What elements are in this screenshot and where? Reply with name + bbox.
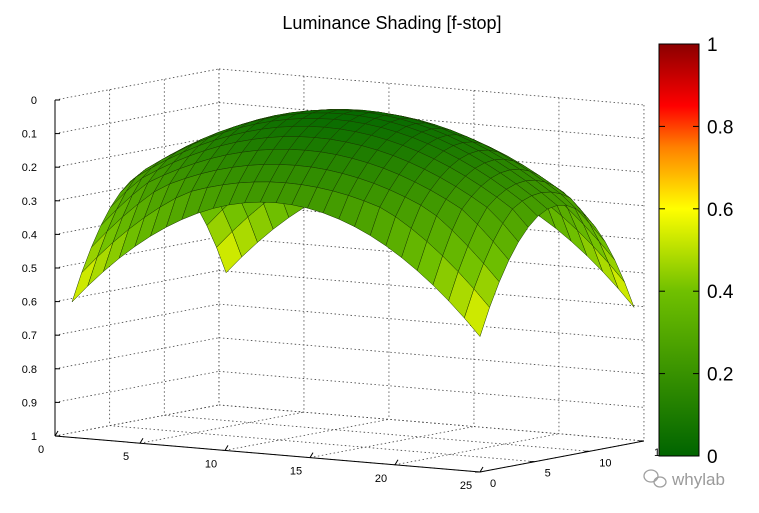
- grid-line: [54, 404, 220, 437]
- grid-line: [54, 102, 220, 134]
- x-tick-mark: [479, 466, 484, 473]
- colorbar: [658, 43, 700, 457]
- grid-line: [394, 433, 560, 466]
- z-tick-label: 0.2: [22, 162, 37, 174]
- x-tick-label: 0: [38, 444, 44, 456]
- grid-line: [218, 68, 644, 106]
- z-tick-label: 1: [31, 431, 37, 443]
- grid-line: [218, 102, 644, 139]
- grid-line: [224, 418, 390, 451]
- grid-line: [218, 303, 644, 341]
- chart-title: Luminance Shading [f-stop]: [282, 13, 501, 33]
- z-tick-label: 0.1: [22, 129, 37, 141]
- surface-mesh: [71, 109, 635, 338]
- grid-line: [109, 425, 535, 463]
- watermark-text: whylab: [671, 470, 725, 489]
- x-axis: [54, 435, 481, 473]
- grid-line: [54, 68, 220, 101]
- z-tick-label: 0.6: [22, 297, 37, 309]
- colorbar-tick-label: 0.8: [707, 117, 733, 138]
- colorbar-tick-label: 0: [707, 447, 718, 468]
- watermark: whylab: [643, 469, 725, 489]
- x-tick-mark: [139, 437, 144, 444]
- x-tick-label: 15: [290, 466, 302, 478]
- x-tick-mark: [394, 459, 399, 466]
- grid-line: [309, 426, 475, 458]
- grid-line: [54, 303, 220, 336]
- x-tick-label: 25: [460, 480, 472, 492]
- grid-line: [54, 337, 220, 370]
- z-tick-label: 0.7: [22, 330, 37, 342]
- y-tick-label: 10: [599, 457, 611, 469]
- z-tick-label: 0: [31, 95, 37, 107]
- x-tick-label: 5: [123, 451, 129, 463]
- y-axis: [479, 440, 645, 473]
- colorbar-ticks: 0 0.2 0.4 0.6 0.8 1: [659, 35, 734, 468]
- grid-line: [164, 414, 590, 452]
- z-tick-label: 0.9: [22, 397, 37, 409]
- grid-line: [139, 411, 305, 444]
- x-tick-label: 10: [205, 458, 217, 470]
- wechat-icon: [643, 469, 667, 488]
- grid-line: [218, 337, 644, 375]
- z-tick-label: 0.3: [22, 196, 37, 208]
- grid-line: [218, 370, 644, 408]
- z-tick-label: 0.4: [22, 229, 37, 241]
- y-tick-label: 0: [490, 478, 496, 490]
- z-tick-label: 0.8: [22, 364, 37, 376]
- colorbar-tick-label: 0.2: [707, 365, 733, 386]
- colorbar-tick-label: 0.6: [707, 200, 733, 221]
- surface-cell: [608, 263, 635, 308]
- x-tick-mark: [309, 452, 314, 458]
- y-tick-label: 5: [545, 468, 551, 480]
- x-tick-label: 20: [375, 473, 387, 485]
- colorbar-tick-label: 1: [707, 35, 718, 56]
- surface-cell: [464, 288, 490, 338]
- colorbar-tick-label: 0.4: [707, 282, 734, 303]
- x-tick-mark: [54, 430, 59, 437]
- x-tick-mark: [224, 445, 229, 451]
- grid-line: [54, 370, 220, 403]
- grid-line: [218, 270, 644, 307]
- grid-line: [218, 404, 644, 442]
- z-tick-label: 0.5: [22, 263, 37, 275]
